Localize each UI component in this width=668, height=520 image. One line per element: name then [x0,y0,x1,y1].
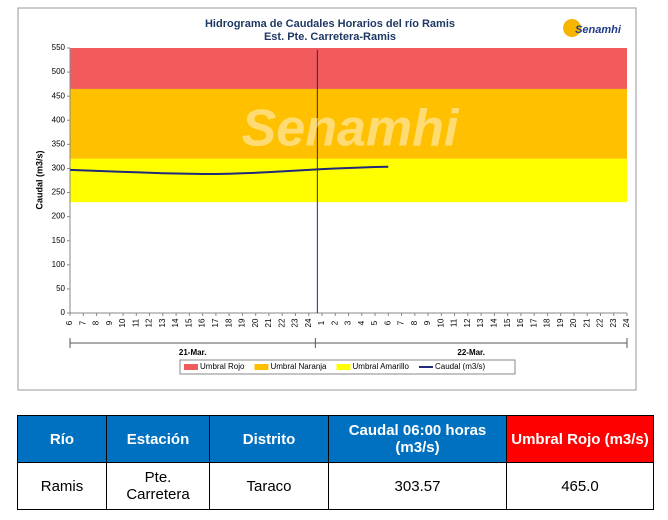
x-tick-label: 16 [198,318,207,327]
x-tick-label: 21 [582,318,591,327]
x-tick-label: 9 [423,320,432,325]
x-tick-label: 18 [224,318,233,327]
legend-swatch [254,364,269,370]
x-tick-label: 3 [344,320,353,325]
x-tick-label: 7 [397,320,406,325]
x-tick-label: 15 [184,318,193,327]
data-row: Ramis Pte. Carretera Taraco 303.57 465.0 [17,462,654,510]
series-line [69,165,389,175]
y-tick-label: 200 [52,212,66,221]
x-tick-label: 20 [251,318,260,327]
legend-swatch [184,364,198,370]
x-tick-label: 19 [556,318,565,327]
x-tick-label: 9 [105,320,114,325]
x-tick-label: 17 [529,318,538,327]
x-tick-label: 6 [383,320,392,325]
y-tick-label: 300 [52,164,66,173]
legend-label: Umbral Rojo [200,362,245,371]
x-tick-label: 12 [463,318,472,327]
cell: Ramis [17,462,107,510]
x-tick-label: 8 [410,320,419,325]
x-tick-label: 22 [596,318,605,327]
x-tick-label: 24 [622,318,631,327]
x-tick-label: 16 [516,318,525,327]
cell: Pte. Carretera [106,462,210,510]
x-tick-label: 18 [543,318,552,327]
header-row: Río Estación Distrito Caudal 06:00 horas… [17,415,654,463]
x-tick-label: 24 [304,318,313,327]
x-tick-label: 1 [317,320,326,325]
legend-label: Caudal (m3/s) [435,362,486,371]
legend-label: Umbral Amarillo [353,362,410,371]
threshold-band [70,88,627,159]
header-cell: Umbral Rojo (m3/s) [506,415,654,463]
legend-swatch [336,364,351,370]
chart-subtitle: Est. Pte. Carretera-Ramis [264,31,396,43]
x-tick-label: 22 [277,318,286,327]
y-axis-label: Caudal (m3/s) [34,150,44,209]
x-tick-label: 10 [436,318,445,327]
chart-title: Hidrograma de Caudales Horarios del río … [205,18,455,30]
x-tick-label: 23 [291,318,300,327]
y-tick-label: 500 [52,67,66,76]
y-tick-label: 400 [52,115,66,124]
x-tick-label: 11 [450,318,459,327]
x-tick-label: 4 [357,320,366,325]
logo-sun [563,19,581,37]
x-tick-label: 14 [489,318,498,327]
x-tick-label: 10 [118,318,127,327]
x-tick-label: 23 [609,318,618,327]
watermark: Senamhi [242,100,460,158]
header-cell: Caudal 06:00 horas (m3/s) [328,415,507,463]
y-tick-label: 0 [61,308,66,317]
cell: 303.57 [328,462,507,510]
x-tick-label: 21 [264,318,273,327]
threshold-band [70,48,627,89]
cell: Taraco [209,462,329,510]
y-tick-label: 150 [52,236,66,245]
x-tick-label: 17 [211,318,220,327]
x-tick-label: 12 [145,318,154,327]
day-label: 21-Mar. [179,348,207,357]
x-tick-label: 15 [503,318,512,327]
y-tick-label: 450 [52,91,66,100]
y-tick-label: 50 [56,284,65,293]
x-tick-label: 7 [78,320,87,325]
day-label: 22-Mar. [457,348,485,357]
header-cell: Estación [106,415,210,463]
legend-label: Umbral Naranja [270,362,327,371]
x-tick-label: 6 [65,320,74,325]
threshold-band [70,158,627,203]
header-cell: Río [17,415,107,463]
y-tick-label: 550 [52,43,66,52]
cell: 465.0 [506,462,654,510]
logo: Senamhi [575,24,622,36]
x-tick-label: 13 [158,318,167,327]
header-cell: Distrito [209,415,329,463]
x-tick-label: 19 [238,318,247,327]
x-tick-label: 14 [171,318,180,327]
x-tick-label: 13 [476,318,485,327]
summary-table: Río Estación Distrito Caudal 06:00 horas… [17,415,654,510]
y-tick-label: 350 [52,139,66,148]
x-tick-label: 5 [370,320,379,325]
y-tick-label: 250 [52,188,66,197]
chart: Hidrograma de Caudales Horarios del río … [17,7,637,391]
x-tick-label: 2 [330,320,339,325]
x-tick-label: 20 [569,318,578,327]
y-tick-label: 100 [52,260,66,269]
x-tick-label: 8 [92,320,101,325]
x-tick-label: 11 [131,318,140,327]
